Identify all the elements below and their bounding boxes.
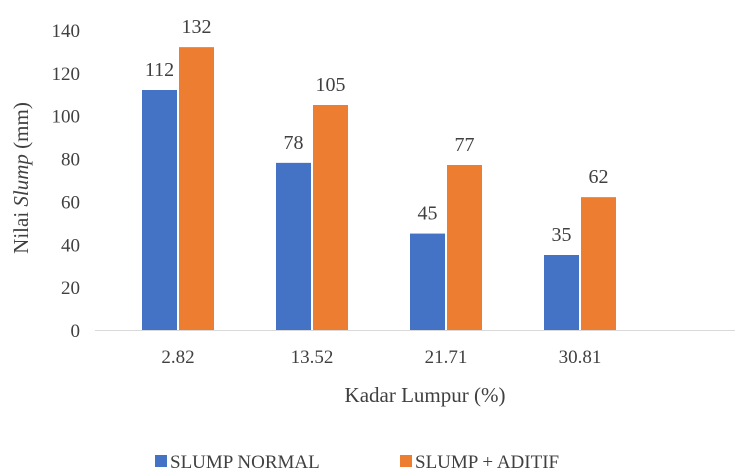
y-tick-label: 140 <box>52 21 81 42</box>
x-axis-title: Kadar Lumpur (%) <box>345 383 506 407</box>
y-tick-label: 120 <box>52 64 81 85</box>
data-label: 77 <box>455 134 475 156</box>
data-label: 45 <box>418 203 438 225</box>
bar-slump-aditif <box>179 47 214 331</box>
bar-slump-normal <box>276 162 311 330</box>
x-tick-label: 21.71 <box>425 347 468 368</box>
x-tick-label: 13.52 <box>291 347 334 368</box>
bars <box>142 47 616 331</box>
y-tick-label: 80 <box>61 150 80 171</box>
data-label: 78 <box>284 132 304 154</box>
y-tick-label: 40 <box>61 235 80 256</box>
data-label: 112 <box>145 59 174 81</box>
legend-swatch <box>400 455 412 467</box>
x-tick-label: 2.82 <box>161 347 194 368</box>
y-axis-title-emphasis: Slump <box>9 154 33 207</box>
data-label: 62 <box>589 166 609 188</box>
y-tick-label: 100 <box>52 107 81 128</box>
y-tick-label: 20 <box>61 278 80 299</box>
legend-label: SLUMP + ADITIF <box>415 452 559 472</box>
data-label: 132 <box>182 16 212 38</box>
legend: SLUMP NORMAL SLUMP + ADITIF <box>155 452 559 472</box>
bar-slump-normal <box>410 233 445 330</box>
y-axis-title: Nilai Slump (mm) <box>9 102 33 254</box>
data-label: 105 <box>316 74 346 96</box>
legend-swatch <box>155 455 167 467</box>
bar-slump-normal <box>544 255 579 330</box>
y-tick-label: 0 <box>71 321 81 342</box>
bar-slump-aditif <box>313 105 348 330</box>
x-axis-ticks: 2.82 13.52 21.71 30.81 <box>161 347 601 368</box>
bar-slump-normal <box>142 90 177 330</box>
bar-slump-aditif <box>581 197 616 330</box>
legend-label: SLUMP NORMAL <box>170 452 320 472</box>
y-axis-ticks: 0 20 40 60 80 100 120 140 <box>52 21 81 342</box>
data-label: 35 <box>552 224 572 246</box>
bar-slump-aditif <box>447 165 482 330</box>
x-tick-label: 30.81 <box>559 347 602 368</box>
y-axis-title-suffix: (mm) <box>9 102 33 154</box>
y-tick-label: 60 <box>61 192 80 213</box>
data-labels: 112 132 78 105 45 77 35 62 <box>145 16 609 246</box>
y-axis-title-prefix: Nilai <box>9 207 33 254</box>
